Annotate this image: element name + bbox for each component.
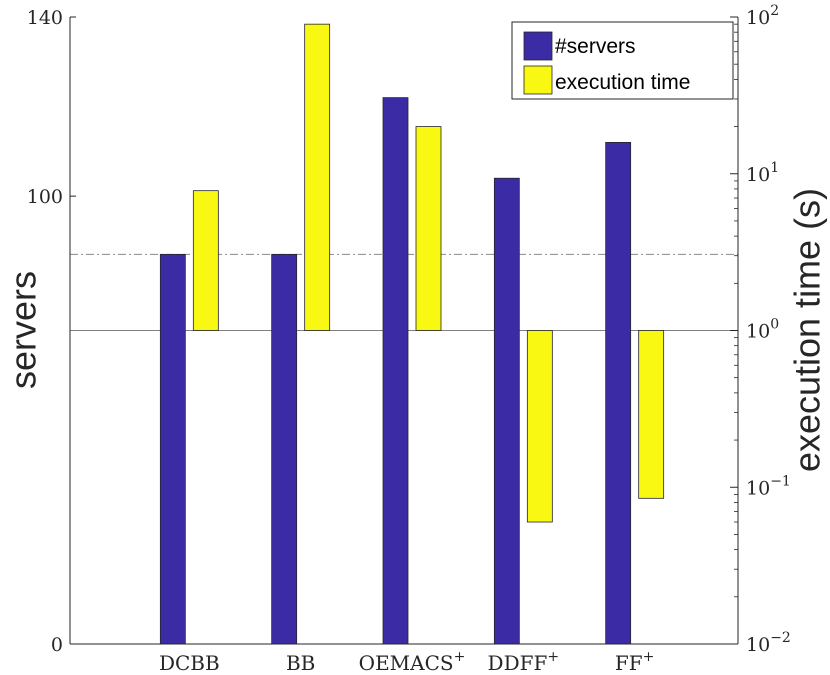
bar-servers-1 (271, 253, 298, 645)
bars (159, 23, 665, 645)
right-tick-label-4: 102 (746, 3, 779, 29)
right-axis-title: execution time (s) (787, 188, 828, 472)
left-axis-title: servers (3, 271, 44, 389)
bar-execution-time-4 (638, 330, 665, 499)
bar-servers-3 (493, 177, 520, 645)
right-tick-exponent-1: −1 (770, 473, 791, 489)
category-label-superscript-4: + (643, 649, 655, 665)
category-label-superscript-3: + (547, 649, 559, 665)
left-axis-ticks: 0 100 140 (27, 7, 76, 656)
category-label-3: DDFF+ (488, 649, 560, 675)
category-label-superscript-2: + (454, 649, 466, 665)
bar-execution-time-2 (415, 126, 442, 331)
legend-label-servers: #servers (555, 35, 636, 58)
bar-execution-time-1 (304, 23, 331, 331)
category-label-2: OEMACS+ (359, 649, 466, 675)
category-label-0: DCBB (159, 651, 220, 675)
bar-execution-time-3 (526, 330, 553, 523)
right-tick-label-0: 10−2 (746, 630, 791, 656)
right-tick-label-2: 100 (746, 317, 779, 343)
bar-servers-4 (605, 141, 632, 645)
legend-label-execution-time: execution time (555, 71, 690, 94)
bar-execution-time-0 (192, 190, 219, 331)
legend: #servers execution time (511, 21, 734, 100)
right-tick-exponent-2: 0 (770, 317, 779, 333)
right-tick-exponent-3: 1 (770, 160, 779, 176)
left-tick-label-1: 100 (27, 186, 63, 208)
category-label-4: FF+ (615, 649, 655, 675)
legend-swatch-execution-time (523, 65, 553, 95)
right-tick-exponent-0: −2 (770, 630, 791, 646)
bar-servers-2 (382, 97, 409, 645)
bar-servers-0 (159, 253, 186, 645)
right-tick-label-1: 10−1 (746, 473, 791, 499)
right-tick-exponent-4: 2 (770, 3, 779, 19)
category-labels: DCBB BB OEMACS+ DDFF+ FF+ (159, 649, 654, 675)
right-tick-label-3: 101 (746, 160, 779, 186)
category-label-1: BB (286, 651, 315, 675)
left-tick-label-2: 140 (27, 7, 63, 29)
legend-swatch-servers (523, 31, 553, 61)
left-tick-label-0: 0 (51, 634, 63, 656)
